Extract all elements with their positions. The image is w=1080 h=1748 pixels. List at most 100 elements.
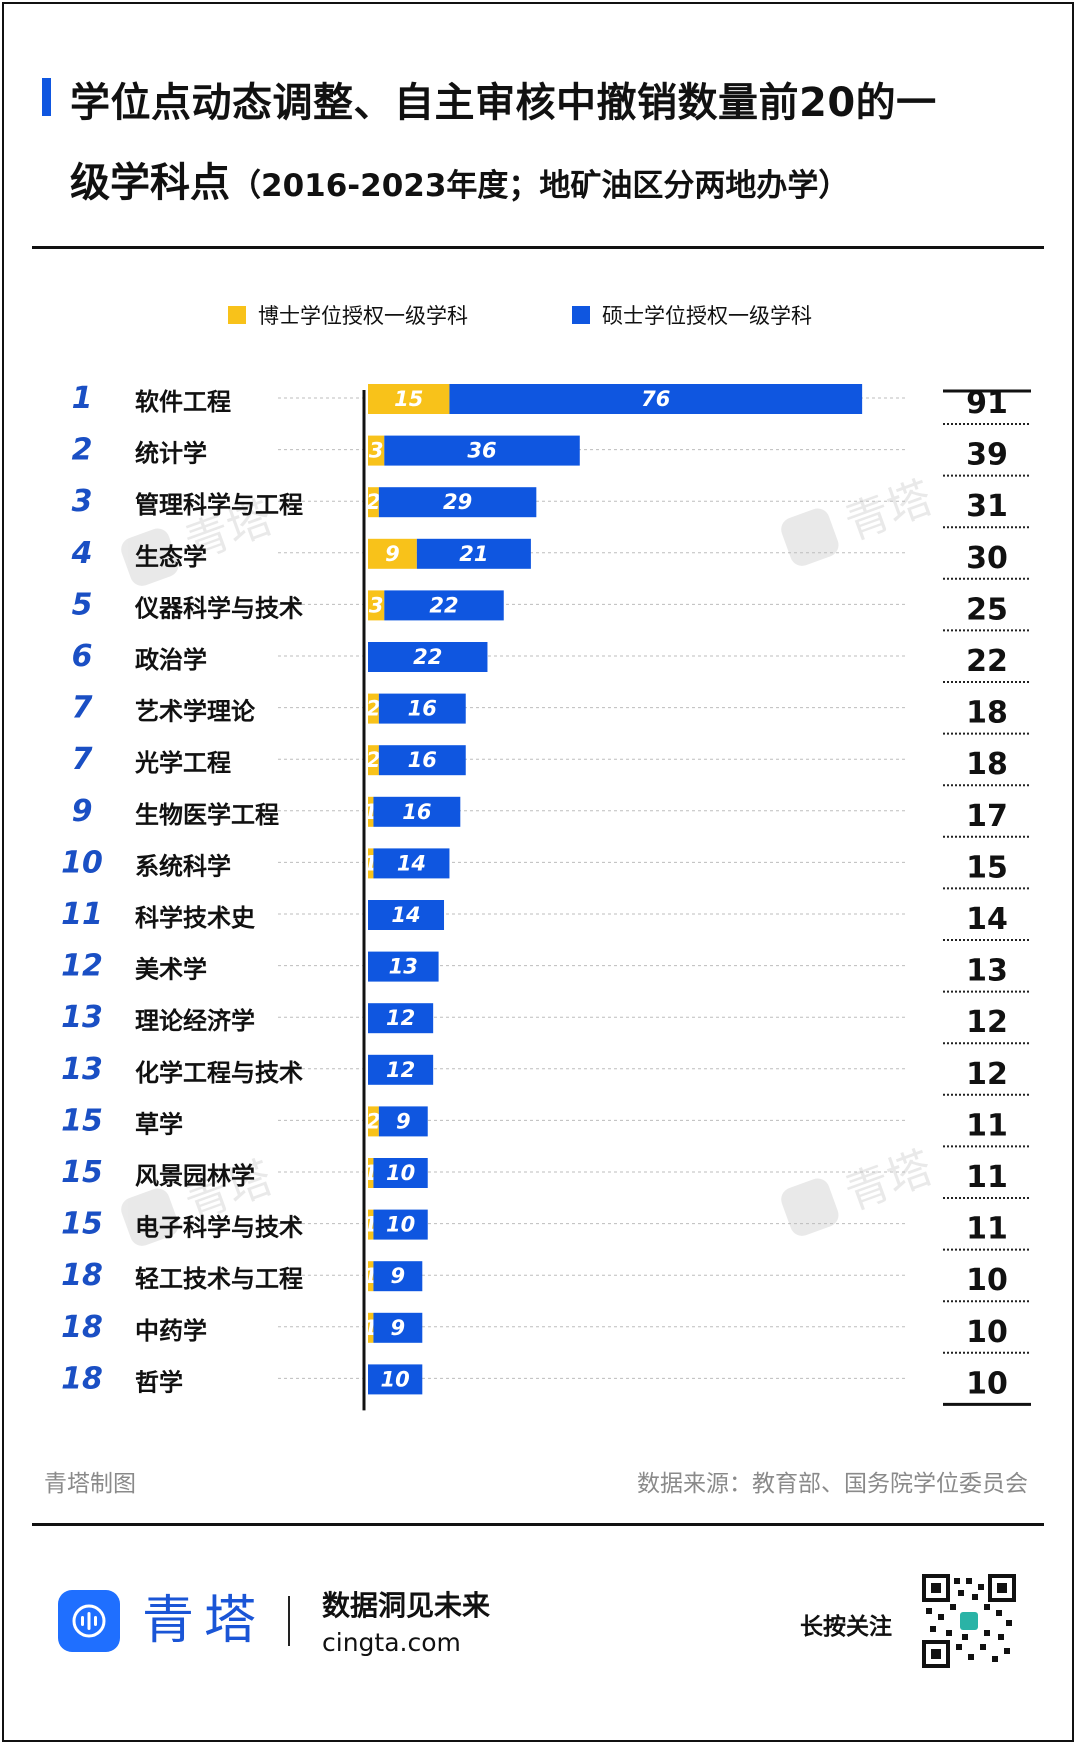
category-label: 管理科学与工程 (135, 491, 303, 519)
bar-master (378, 693, 466, 724)
total-value: 11 (966, 1160, 1008, 1195)
bar-master-label: 22 (413, 645, 442, 669)
watermark-logo-icon (781, 1178, 839, 1236)
follow-prompt: 长按关注 (800, 1614, 892, 1640)
total-value: 14 (966, 902, 1008, 937)
bar-doctor (368, 1106, 379, 1137)
bar-master (373, 1158, 428, 1188)
watermark-logo-icon (781, 508, 839, 566)
bar-master-label: 14 (397, 851, 426, 875)
bar-master (368, 1003, 434, 1034)
bar-master (368, 642, 488, 672)
footer-divider (32, 1523, 1044, 1526)
legend-label-master: 硕士学位授权一级学科 (602, 304, 812, 328)
bar-master-label: 10 (381, 1367, 410, 1391)
category-label: 艺术学理论 (135, 698, 256, 726)
category-label: 生态学 (135, 543, 207, 571)
rank-label: 6 (72, 639, 93, 674)
bar-doctor (368, 538, 417, 569)
total-value: 13 (966, 954, 1008, 989)
category-label: 仪器科学与技术 (134, 594, 303, 622)
bar-master-label: 9 (391, 1264, 406, 1288)
total-value: 18 (966, 747, 1008, 782)
legend-item-doctor: 博士学位授权一级学科 (228, 300, 468, 330)
total-value: 10 (966, 1263, 1008, 1298)
category-label: 轻工技术与工程 (135, 1265, 303, 1293)
watermark-text: 青塔 (839, 1142, 939, 1220)
rank-label: 13 (61, 1052, 103, 1087)
data-source: 数据来源：教育部、国务院学位委员会 (637, 1471, 1028, 1497)
bar-doctor (368, 848, 374, 879)
bar-doctor-label: 2 (366, 748, 381, 772)
brand-logo-icon (58, 1590, 120, 1652)
bar-doctor (368, 1261, 374, 1292)
bar-doctor-label: 2 (366, 697, 381, 721)
total-value: 12 (966, 1005, 1008, 1040)
bar-master (373, 1261, 423, 1292)
bar-master (373, 848, 450, 879)
category-label: 生物医学工程 (135, 801, 279, 829)
watermark-text: 青塔 (839, 472, 939, 550)
category-label: 化学工程与技术 (135, 1059, 303, 1087)
bar-doctor (368, 435, 385, 466)
rank-label: 7 (72, 691, 93, 726)
bar-master-label: 9 (396, 1109, 411, 1133)
rank-label: 10 (61, 845, 103, 880)
rank-label: 9 (72, 794, 93, 829)
bar-master (373, 1209, 428, 1240)
rank-label: 13 (61, 1000, 103, 1035)
legend-swatch-doctor (228, 306, 246, 324)
chart-credit: 青塔制图 (44, 1471, 136, 1497)
brand-slogan: 数据洞见未来 (322, 1589, 491, 1622)
bar-master (384, 435, 580, 466)
bar-doctor (368, 745, 379, 776)
title-accent-bar (42, 78, 51, 116)
bar-doctor (368, 1209, 374, 1240)
bar-master (378, 745, 466, 776)
bar-master (378, 487, 537, 518)
bar-master-label: 29 (443, 490, 472, 514)
total-value: 12 (966, 1057, 1008, 1092)
rank-label: 18 (61, 1361, 103, 1396)
qr-code-icon[interactable] (922, 1574, 1016, 1668)
category-label: 光学工程 (134, 749, 231, 777)
legend-item-master: 硕士学位授权一级学科 (572, 300, 812, 330)
bar-master-label: 14 (391, 903, 420, 927)
bar-doctor (368, 487, 379, 518)
rank-label: 15 (61, 1207, 103, 1242)
rank-label: 15 (61, 1103, 103, 1138)
category-label: 电子科学与技术 (135, 1214, 303, 1242)
category-label: 软件工程 (135, 388, 231, 416)
brand-website[interactable]: cingta.com (322, 1628, 461, 1657)
bar-master (368, 1054, 434, 1085)
bar-doctor (368, 1312, 374, 1343)
rank-label: 15 (61, 1155, 103, 1190)
category-label: 哲学 (135, 1368, 183, 1396)
soundwave-icon (72, 1604, 106, 1638)
bar-doctor (368, 1158, 374, 1188)
total-value: 25 (966, 592, 1008, 627)
category-label: 草学 (135, 1110, 183, 1138)
total-value: 10 (966, 1315, 1008, 1350)
bar-master-label: 16 (402, 800, 431, 824)
brand-divider (288, 1596, 290, 1646)
watermark-logo-icon (121, 1188, 179, 1246)
title-divider (32, 246, 1044, 249)
rank-label: 5 (72, 587, 93, 622)
bar-doctor-label: 15 (394, 387, 423, 411)
bar-master (373, 1312, 423, 1343)
bar-master-label: 22 (429, 593, 458, 617)
bar-master (416, 538, 531, 569)
bar-doctor (368, 384, 450, 414)
bar-master (368, 1364, 423, 1395)
rank-label: 1 (72, 381, 93, 416)
bar-master-label: 13 (389, 955, 418, 979)
rank-label: 11 (61, 897, 103, 932)
category-label: 科学技术史 (135, 904, 256, 932)
total-value: 30 (966, 541, 1008, 576)
total-value: 39 (966, 438, 1008, 473)
watermark-2: 青塔 (781, 472, 939, 566)
bar-master-label: 21 (459, 542, 488, 566)
rank-label: 3 (72, 484, 93, 519)
